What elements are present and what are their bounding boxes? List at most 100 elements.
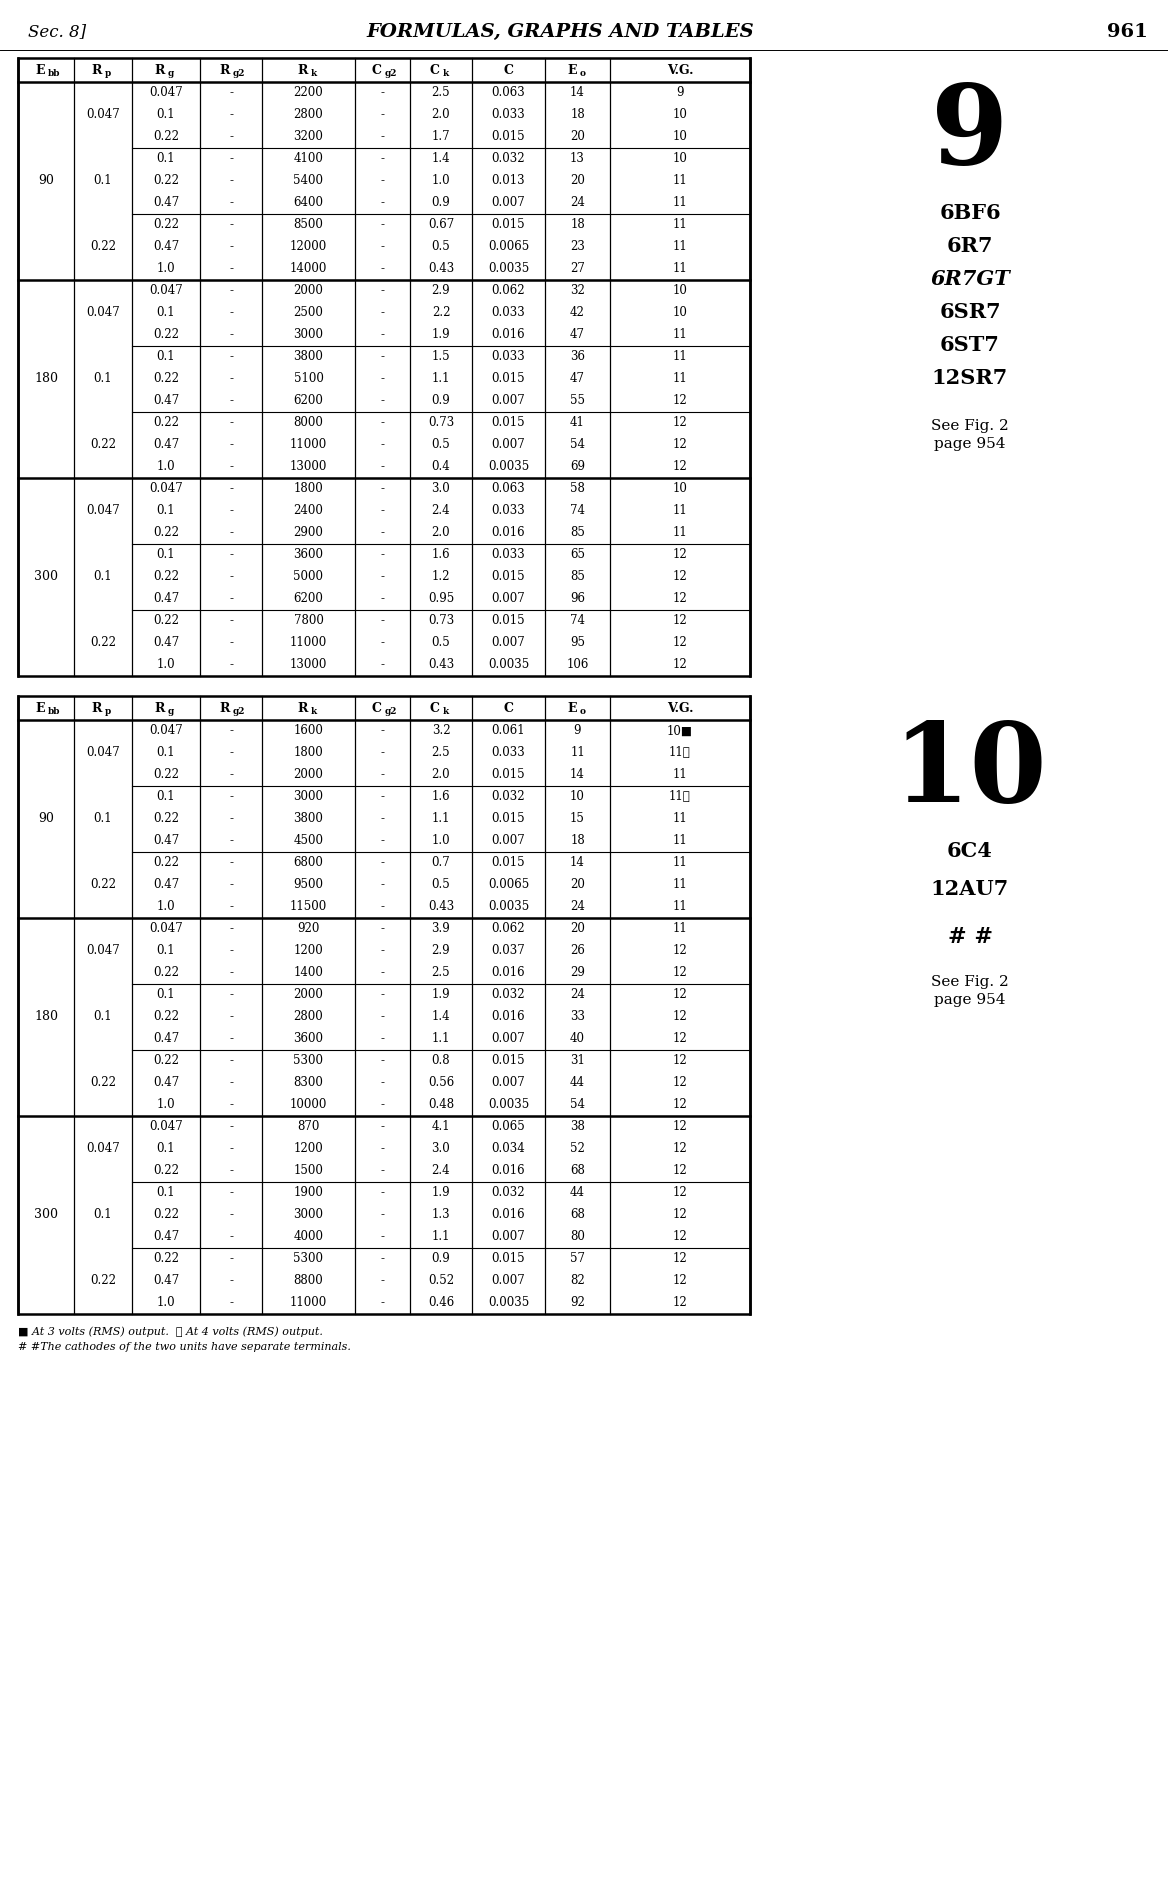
Text: R: R <box>297 64 307 76</box>
Text: -: - <box>381 922 384 935</box>
Text: 0.007: 0.007 <box>492 637 526 650</box>
Text: 10: 10 <box>673 482 688 495</box>
Text: 41: 41 <box>570 416 585 429</box>
Text: 0.47: 0.47 <box>153 395 179 408</box>
Text: 18: 18 <box>570 108 585 121</box>
Text: -: - <box>381 988 384 1001</box>
Text: -: - <box>229 725 232 737</box>
Text: 12: 12 <box>673 1054 688 1067</box>
Text: -: - <box>381 482 384 495</box>
Text: 12: 12 <box>673 659 688 671</box>
Text: 92: 92 <box>570 1296 585 1309</box>
Text: 5000: 5000 <box>293 570 324 584</box>
Text: 2200: 2200 <box>293 87 324 100</box>
Text: 1.1: 1.1 <box>432 1230 450 1243</box>
Text: 9: 9 <box>676 87 683 100</box>
Text: 0.22: 0.22 <box>153 1011 179 1024</box>
Text: 8500: 8500 <box>293 219 324 232</box>
Text: 2.0: 2.0 <box>432 769 451 782</box>
Text: 82: 82 <box>570 1275 585 1288</box>
Text: 1.9: 1.9 <box>432 988 451 1001</box>
Text: 2.2: 2.2 <box>432 306 450 319</box>
Text: 0.73: 0.73 <box>427 416 454 429</box>
Text: -: - <box>229 1186 232 1200</box>
Text: 2.9: 2.9 <box>432 285 451 297</box>
Text: -: - <box>229 108 232 121</box>
Text: 11: 11 <box>673 901 688 914</box>
Text: -: - <box>381 835 384 848</box>
Text: 0.015: 0.015 <box>492 1054 526 1067</box>
Text: 0.5: 0.5 <box>432 637 451 650</box>
Text: R: R <box>220 701 230 714</box>
Text: 0.016: 0.016 <box>492 329 526 342</box>
Text: 11★: 11★ <box>669 790 691 803</box>
Text: 0.1: 0.1 <box>157 351 175 363</box>
Text: 0.007: 0.007 <box>492 1275 526 1288</box>
Text: g2: g2 <box>232 68 245 77</box>
Text: 6C4: 6C4 <box>947 841 993 861</box>
Text: 3000: 3000 <box>293 790 324 803</box>
Text: 20: 20 <box>570 922 585 935</box>
Text: k: k <box>443 706 450 716</box>
Text: 4500: 4500 <box>293 835 324 848</box>
Text: 0.7: 0.7 <box>432 856 451 869</box>
Text: 0.9: 0.9 <box>432 1252 451 1266</box>
Text: page 954: page 954 <box>934 436 1006 451</box>
Text: 10: 10 <box>570 790 585 803</box>
Text: 0.007: 0.007 <box>492 395 526 408</box>
Text: 11: 11 <box>673 922 688 935</box>
Text: -: - <box>229 1077 232 1090</box>
Text: -: - <box>381 438 384 451</box>
Text: -: - <box>381 901 384 914</box>
Text: 0.22: 0.22 <box>90 637 116 650</box>
Text: 0.5: 0.5 <box>432 878 451 892</box>
Text: 1.1: 1.1 <box>432 372 450 385</box>
Text: g2: g2 <box>384 68 397 77</box>
Text: 12SR7: 12SR7 <box>932 368 1008 387</box>
Text: 12: 12 <box>673 1120 688 1133</box>
Text: 0.1: 0.1 <box>157 504 175 518</box>
Text: 0.22: 0.22 <box>90 438 116 451</box>
Text: 44: 44 <box>570 1077 585 1090</box>
Text: 0.007: 0.007 <box>492 593 526 606</box>
Text: 180: 180 <box>34 1011 58 1024</box>
Text: 2.5: 2.5 <box>432 746 451 759</box>
Text: -: - <box>229 482 232 495</box>
Text: 0.1: 0.1 <box>157 988 175 1001</box>
Text: 0.0035: 0.0035 <box>488 1099 529 1111</box>
Text: -: - <box>381 944 384 958</box>
Text: 0.062: 0.062 <box>492 285 526 297</box>
Text: -: - <box>381 1252 384 1266</box>
Text: 0.47: 0.47 <box>153 593 179 606</box>
Text: 0.47: 0.47 <box>153 835 179 848</box>
Text: C: C <box>430 64 440 76</box>
Text: R: R <box>91 701 102 714</box>
Text: 3800: 3800 <box>293 812 324 825</box>
Text: C: C <box>371 64 382 76</box>
Text: 24: 24 <box>570 901 585 914</box>
Text: page 954: page 954 <box>934 994 1006 1007</box>
Text: 920: 920 <box>298 922 320 935</box>
Text: 47: 47 <box>570 372 585 385</box>
Text: 0.061: 0.061 <box>492 725 526 737</box>
Text: 3600: 3600 <box>293 548 324 561</box>
Text: 11: 11 <box>673 351 688 363</box>
Text: -: - <box>229 527 232 540</box>
Text: 85: 85 <box>570 527 585 540</box>
Text: -: - <box>381 1120 384 1133</box>
Text: k: k <box>311 706 317 716</box>
Text: 1.9: 1.9 <box>432 1186 451 1200</box>
Text: 0.22: 0.22 <box>153 614 179 627</box>
Text: 11: 11 <box>673 174 688 187</box>
Text: 0.047: 0.047 <box>86 504 120 518</box>
Text: 11000: 11000 <box>290 1296 327 1309</box>
Text: 870: 870 <box>298 1120 320 1133</box>
Text: -: - <box>381 527 384 540</box>
Text: -: - <box>229 856 232 869</box>
Text: -: - <box>229 1296 232 1309</box>
Text: 0.0035: 0.0035 <box>488 263 529 276</box>
Text: 0.015: 0.015 <box>492 769 526 782</box>
Text: -: - <box>381 395 384 408</box>
Text: 1.1: 1.1 <box>432 812 450 825</box>
Text: 74: 74 <box>570 504 585 518</box>
